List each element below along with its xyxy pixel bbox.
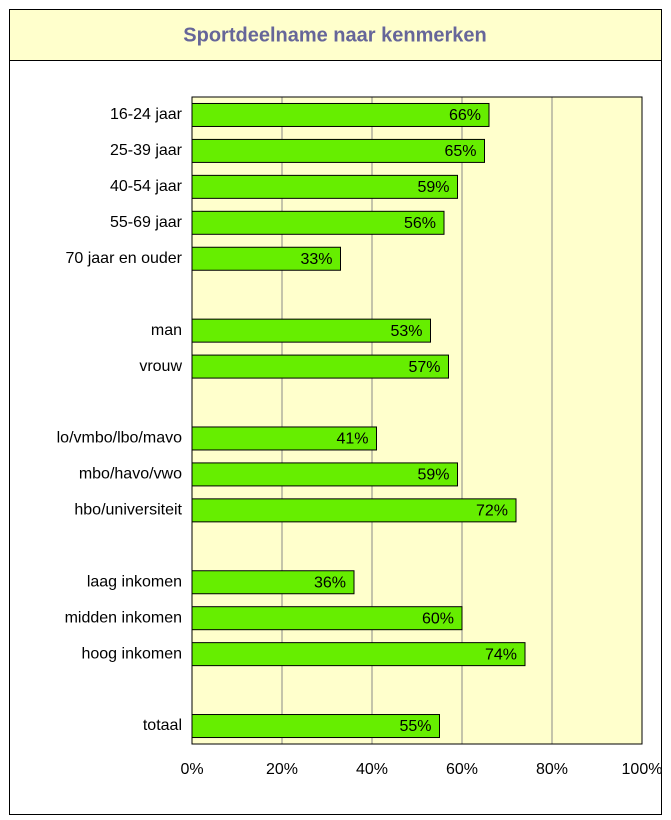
bar [191,246,341,271]
bar [191,102,490,127]
value-label: 36% [314,574,346,591]
bar [191,138,485,163]
y-tick-label: 40-54 jaar [110,178,183,195]
bar [191,606,463,631]
bar [191,210,445,235]
x-tick-label: 20% [266,761,298,778]
y-tick-label: 25-39 jaar [110,142,183,159]
value-label: 55% [399,718,431,735]
x-tick-label: 0% [180,761,203,778]
x-tick-label: 40% [356,761,388,778]
bar [191,174,458,199]
y-tick-label: midden inkomen [65,609,182,626]
y-tick-label: mbo/havo/vwo [79,466,182,483]
y-tick-label: 55-69 jaar [110,214,183,231]
y-tick-label: hoog inkomen [81,645,182,662]
value-label: 60% [422,610,454,627]
bar [191,318,431,343]
value-label: 65% [444,143,476,160]
value-label: 59% [417,467,449,484]
y-tick-label: vrouw [139,358,182,375]
value-label: 33% [300,251,332,268]
bar [191,570,355,595]
bar [191,462,458,487]
y-tick-label: 16-24 jaar [110,106,183,123]
value-label: 66% [449,107,481,124]
value-label: 74% [485,646,517,663]
y-tick-label: 70 jaar en ouder [65,250,182,267]
y-tick-label: man [151,322,182,339]
plot-border [191,96,643,745]
value-label: 72% [476,503,508,520]
x-tick-label: 100% [622,761,663,778]
bar [191,714,440,739]
value-label: 56% [404,215,436,232]
value-label: 57% [408,359,440,376]
bar [191,642,526,667]
value-label: 41% [336,431,368,448]
y-tick-label: totaal [143,717,182,734]
x-tick-label: 60% [446,761,478,778]
y-tick-label: laag inkomen [87,573,182,590]
title-box [9,9,662,61]
bar [191,426,377,451]
value-label: 59% [417,179,449,196]
bar [191,354,449,379]
chart-title: Sportdeelname naar kenmerken [183,24,486,46]
value-label: 53% [390,323,422,340]
y-tick-label: lo/vmbo/lbo/mavo [57,430,182,447]
y-tick-label: hbo/universiteit [74,502,182,519]
x-tick-label: 80% [536,761,568,778]
bar [191,498,517,523]
